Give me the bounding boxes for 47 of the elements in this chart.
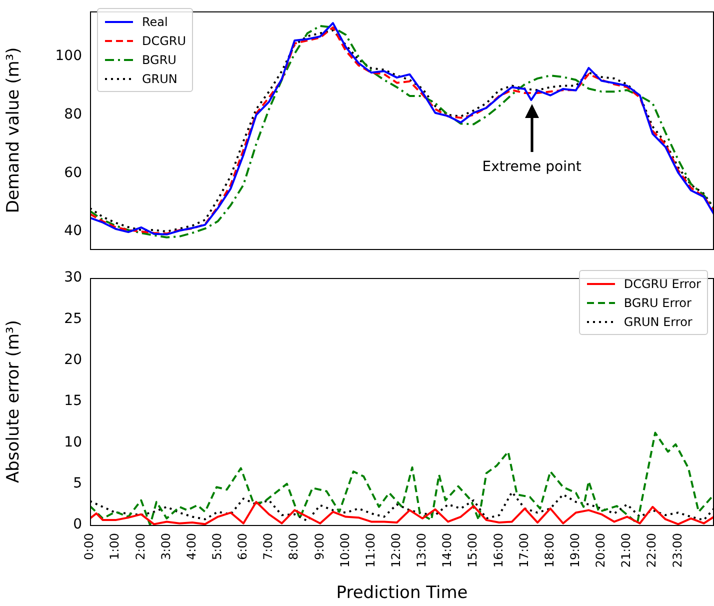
- x-tick-label: 20:00: [594, 533, 608, 568]
- x-tick-label: 23:00: [670, 533, 684, 568]
- legend-label: GRUN: [142, 72, 178, 86]
- y-tick-label: 0: [73, 516, 82, 533]
- legend-label: BGRU: [142, 52, 176, 66]
- x-tick-label: 1:00: [108, 533, 122, 560]
- x-tick-label: 17:00: [516, 533, 531, 568]
- x-tick-label: 11:00: [363, 533, 378, 568]
- y-tick-label: 5: [73, 475, 82, 492]
- legend-label: DCGRU Error: [624, 276, 701, 290]
- y-tick-label: 100: [55, 48, 82, 64]
- y-tick-label: 15: [64, 393, 82, 410]
- x-tick-label: 19:00: [568, 533, 582, 568]
- x-tick-label: 5:00: [210, 533, 224, 560]
- legend-label: GRUN Error: [624, 314, 692, 328]
- x-tick-label: 15:00: [466, 533, 480, 568]
- y-tick-label: 60: [64, 164, 82, 181]
- x-tick-label: 0:00: [82, 533, 96, 560]
- y-tick-label: 80: [64, 106, 82, 123]
- x-tick-label: 12:00: [389, 533, 404, 568]
- x-tick-label: 21:00: [619, 533, 634, 568]
- x-tick-label: 22:00: [644, 533, 659, 568]
- y-tick-label: 10: [64, 434, 82, 450]
- y-axis-title: Demand value (m³): [4, 47, 24, 214]
- y-tick-label: 40: [64, 223, 82, 240]
- y-tick-label: 20: [64, 352, 82, 368]
- y-tick-label: 30: [64, 270, 82, 286]
- x-tick-label: 14:00: [440, 533, 454, 568]
- x-tick-label: 16:00: [491, 533, 506, 568]
- y-tick-label: 25: [64, 310, 82, 327]
- x-tick-label: 2:00: [133, 533, 148, 560]
- x-tick-label: 9:00: [312, 533, 326, 560]
- line-series: [90, 432, 714, 525]
- x-tick-label: 18:00: [542, 533, 556, 568]
- y-axis-title: Absolute error (m³): [4, 320, 24, 483]
- x-tick-label: 6:00: [236, 533, 250, 560]
- legend-label: Real: [142, 14, 168, 28]
- x-tick-label: 7:00: [261, 533, 276, 560]
- x-tick-label: 10:00: [338, 533, 352, 568]
- x-axis-title: Prediction Time: [336, 583, 468, 604]
- x-tick-label: 4:00: [184, 533, 198, 560]
- x-tick-label: 13:00: [414, 533, 429, 568]
- x-tick-label: 3:00: [158, 533, 173, 560]
- legend-label: BGRU Error: [624, 296, 692, 310]
- x-tick-label: 8:00: [286, 533, 301, 560]
- legend-label: DCGRU: [142, 34, 186, 48]
- annotation: Extreme point: [481, 159, 582, 176]
